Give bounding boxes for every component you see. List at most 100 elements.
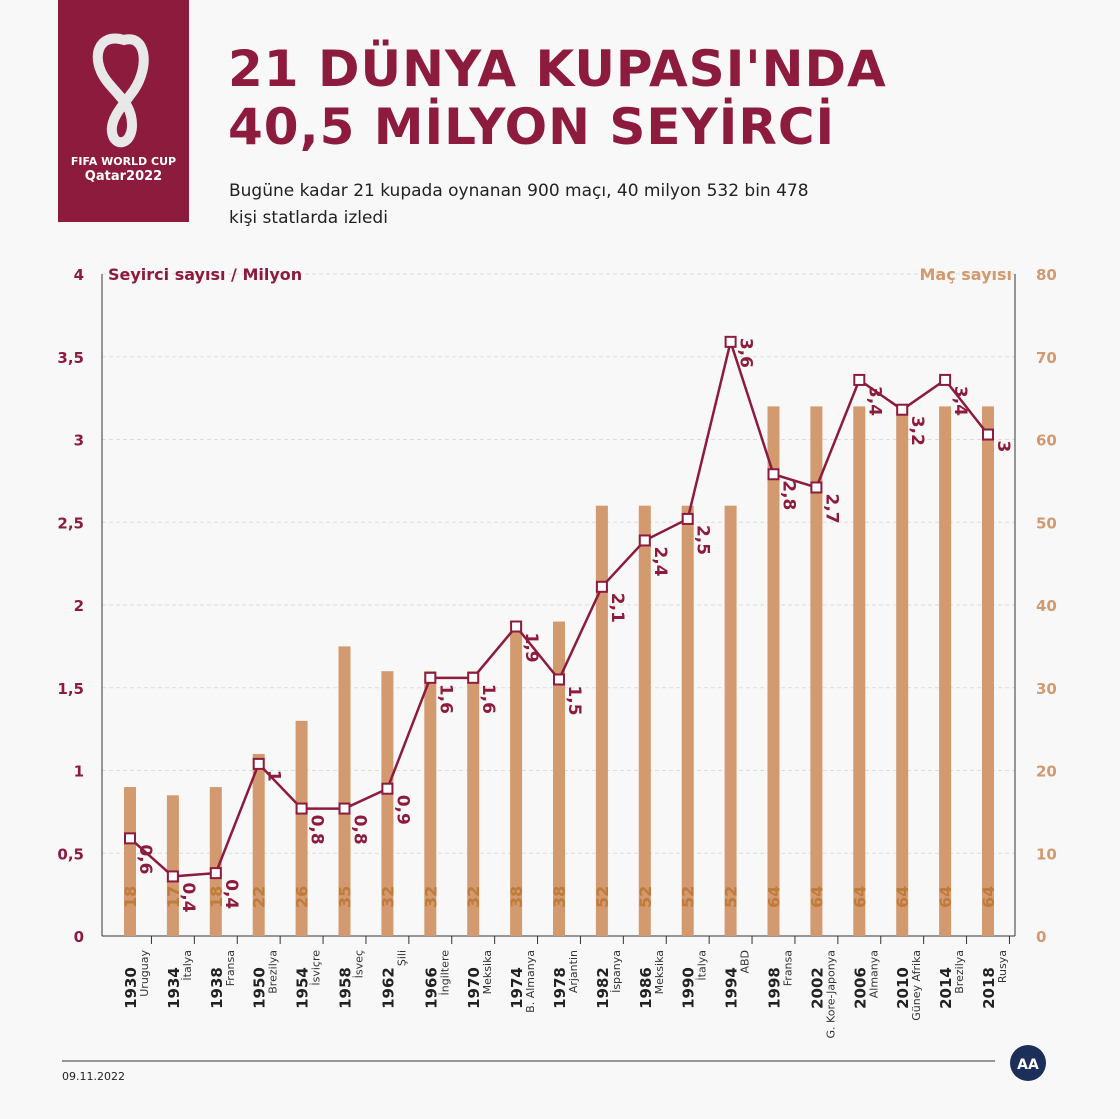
bar-value-label: 32	[421, 886, 440, 908]
logo-line1: FIFA WORLD CUP	[70, 155, 177, 168]
left-tick-label: 2	[74, 597, 84, 615]
bar	[982, 406, 994, 936]
data-point	[209, 867, 222, 880]
bar	[553, 621, 565, 936]
x-host-label: Brezilya	[267, 950, 280, 994]
x-year-label: 1982	[594, 967, 612, 1009]
data-label: 2,8	[779, 480, 799, 510]
x-year-label: 1934	[165, 967, 183, 1009]
left-tick-label: 0,5	[57, 845, 84, 863]
bar-value-label: 18	[121, 886, 140, 908]
bar	[467, 671, 480, 936]
x-year-label: 1954	[294, 967, 312, 1009]
bar-value-label: 18	[207, 886, 226, 908]
bar-value-label: 64	[765, 886, 784, 908]
x-year-label: 1950	[251, 967, 269, 1009]
data-label: 2,1	[607, 593, 627, 623]
data-point	[553, 673, 565, 686]
bar-value-label: 64	[979, 886, 998, 908]
data-label: 0,9	[392, 795, 412, 825]
bar-value-label: 32	[378, 886, 397, 908]
data-point	[252, 757, 265, 770]
x-year-label: 1970	[465, 967, 483, 1009]
data-point	[381, 782, 394, 795]
data-point	[638, 534, 651, 547]
x-host-label: G. Kore-Japonya	[824, 950, 837, 1038]
bar	[939, 406, 952, 936]
left-tick-label: 2,5	[57, 514, 84, 532]
date: 09.11.2022	[62, 1070, 125, 1083]
bar	[510, 621, 523, 936]
bar	[166, 795, 179, 936]
x-year-label: 1986	[637, 967, 655, 1009]
left-tick-label: 0	[74, 928, 84, 946]
data-label: 2,7	[821, 493, 841, 523]
agency-logo	[1010, 1045, 1046, 1081]
x-host-label: Uruguay	[138, 950, 151, 997]
bar	[209, 787, 222, 936]
right-tick-label: 40	[1036, 597, 1057, 615]
data-label: 0,4	[178, 882, 198, 912]
x-host-label: Güney Afrika	[910, 950, 923, 1021]
right-tick-label: 0	[1036, 928, 1046, 946]
x-year-label: 1962	[379, 967, 397, 1009]
right-tick-label: 10	[1036, 845, 1057, 863]
bar-value-label: 64	[850, 886, 869, 908]
x-year-label: 1994	[723, 967, 741, 1009]
bar-value-label: 52	[722, 886, 741, 908]
bar	[896, 406, 909, 936]
x-host-label: ABD	[739, 950, 752, 974]
data-label: 0,8	[307, 815, 327, 845]
left-axis-label: Seyirci sayısı / Milyon	[108, 265, 302, 284]
x-year-label: 1978	[551, 967, 569, 1009]
x-host-label: İtalya	[181, 950, 194, 981]
bar-value-label: 35	[336, 886, 355, 908]
bar-value-label: 17	[164, 886, 183, 908]
data-point	[124, 832, 136, 845]
data-label: 0,8	[350, 815, 370, 845]
data-label: 1,6	[435, 684, 455, 714]
data-label: 2,5	[693, 525, 713, 555]
title-line2: 40,5 MİLYON SEYİRCİ	[228, 98, 836, 156]
bar	[681, 505, 694, 936]
right-tick-label: 50	[1036, 514, 1057, 532]
right-tick-label: 60	[1036, 432, 1057, 450]
left-tick-label: 1,5	[57, 680, 84, 698]
x-year-label: 1974	[508, 967, 526, 1009]
left-tick-label: 3,5	[57, 349, 84, 367]
data-point	[853, 373, 866, 386]
bar	[595, 505, 608, 936]
x-year-label: 1938	[208, 967, 226, 1009]
x-host-label: İtalya	[696, 950, 709, 981]
x-host-label: İsveç	[353, 950, 366, 978]
x-host-label: İsviçre	[310, 950, 323, 986]
x-year-label: 1930	[122, 967, 140, 1009]
x-host-label: Fransa	[224, 950, 237, 986]
bar-value-label: 64	[936, 886, 955, 908]
data-label: 3,2	[907, 416, 927, 446]
data-label: 1,9	[521, 633, 541, 663]
right-tick-label: 80	[1036, 266, 1057, 284]
bar	[338, 646, 351, 936]
data-point	[467, 671, 480, 684]
page-title: 21 DÜNYA KUPASI'NDA 40,5 MİLYON SEYİRCİ	[228, 40, 887, 156]
data-point	[939, 373, 952, 386]
data-point	[510, 620, 523, 633]
bar-value-label: 64	[807, 886, 826, 908]
data-label: 1,5	[564, 685, 584, 715]
x-host-label: İspanya	[610, 950, 623, 993]
data-point	[166, 870, 179, 883]
right-axis-label: Maç sayısı	[919, 265, 1012, 284]
data-label: 3,4	[864, 386, 884, 416]
data-point	[810, 481, 823, 494]
data-point	[681, 512, 694, 525]
x-year-label: 1990	[680, 967, 698, 1009]
data-label: 0,4	[221, 879, 241, 909]
data-label: 1,6	[478, 684, 498, 714]
bar-value-label: 52	[593, 886, 612, 908]
bar	[252, 753, 265, 936]
x-host-label: Almanya	[867, 950, 880, 998]
right-tick-label: 20	[1036, 763, 1057, 781]
x-host-label: Arjantin	[567, 950, 580, 993]
